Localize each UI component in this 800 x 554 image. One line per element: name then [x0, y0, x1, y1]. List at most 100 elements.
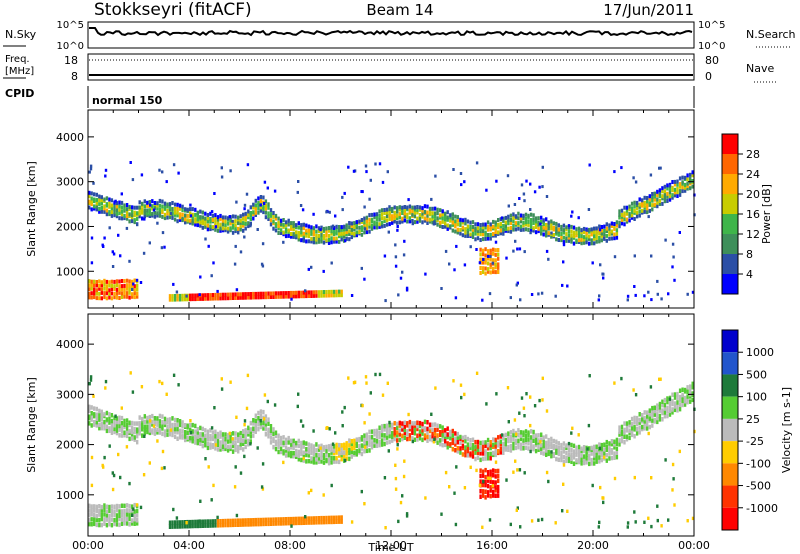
velocity-cell	[176, 422, 179, 428]
velocity-cell	[120, 428, 124, 434]
velocity-cell	[613, 381, 616, 385]
velocity-cell	[297, 520, 300, 526]
power-cell	[527, 223, 530, 228]
power-cell	[499, 228, 502, 233]
power-cell	[136, 205, 139, 210]
velocity-cell	[90, 414, 93, 419]
power-cell	[327, 289, 331, 294]
power-cell	[184, 217, 187, 222]
velocity-cell	[398, 428, 401, 433]
power-cell	[115, 283, 119, 287]
velocity-cell	[325, 452, 328, 458]
velocity-cell	[365, 448, 369, 454]
velocity-cell	[260, 485, 264, 489]
power-cell	[426, 217, 429, 222]
velocity-cell	[231, 449, 235, 454]
velocity-cell	[161, 414, 164, 419]
velocity-cell	[571, 426, 574, 430]
power-cell	[100, 283, 103, 288]
velocity-cell	[471, 437, 475, 442]
power-cell	[519, 219, 523, 224]
velocity-cell	[663, 397, 667, 403]
velocity-cell	[545, 434, 548, 439]
velocity-cell	[113, 418, 116, 424]
power-cell	[231, 214, 235, 219]
power-cell	[98, 209, 101, 214]
power-cell	[676, 194, 679, 198]
power-cell	[577, 226, 581, 231]
velocity-cell	[252, 433, 255, 438]
power-cell	[355, 220, 358, 225]
power-cell	[90, 283, 93, 288]
power-cell	[95, 288, 98, 293]
power-cell	[479, 271, 482, 275]
velocity-cell	[561, 509, 564, 513]
power-cell	[105, 202, 109, 207]
velocity-cell	[247, 425, 250, 431]
power-cell	[512, 219, 515, 224]
power-cell	[345, 223, 348, 228]
velocity-cell	[173, 520, 177, 525]
power-cell	[209, 224, 212, 229]
power-cell	[338, 225, 341, 229]
velocity-cell	[295, 443, 298, 448]
velocity-cell	[378, 439, 381, 445]
velocity-cell	[98, 509, 101, 514]
velocity-cell	[413, 423, 417, 428]
power-cell	[416, 205, 419, 209]
power-cell	[630, 201, 634, 206]
power-cell	[98, 198, 101, 203]
power-cell	[399, 276, 403, 280]
velocity-cell	[352, 381, 356, 385]
velocity-cell	[194, 423, 197, 429]
power-cell	[396, 220, 399, 225]
velocity-cell	[575, 445, 578, 450]
power-cell	[469, 227, 472, 232]
power-cell	[595, 239, 598, 244]
velocity-cell	[545, 444, 548, 449]
velocity-cell	[242, 429, 245, 434]
velocity-cell	[527, 441, 530, 446]
power-cell	[340, 237, 343, 242]
velocity-cell	[219, 444, 222, 450]
power-cell	[504, 223, 507, 228]
power-cell	[172, 282, 175, 286]
velocity-cell	[312, 429, 315, 433]
power-cell	[113, 291, 116, 296]
velocity-cell	[130, 420, 134, 426]
power-cell	[393, 214, 396, 219]
velocity-cell	[152, 424, 156, 428]
power-cell	[497, 248, 500, 252]
power-cell	[460, 183, 463, 187]
power-cell	[550, 226, 553, 231]
power-cell	[312, 240, 316, 245]
velocity-cell	[206, 436, 210, 442]
power-cell	[143, 204, 146, 209]
power-cell	[307, 267, 310, 271]
velocity-cell	[338, 446, 341, 452]
power-cell	[98, 296, 101, 301]
power-cell	[332, 236, 336, 241]
velocity-cell	[489, 451, 492, 457]
power-cell	[108, 288, 111, 293]
power-cell	[110, 210, 114, 215]
velocity-cell	[247, 442, 250, 447]
power-cell	[292, 232, 295, 237]
power-cell	[146, 211, 149, 216]
power-cell	[595, 232, 598, 236]
power-cell	[305, 290, 308, 295]
power-cell	[403, 218, 406, 223]
velocity-cell	[123, 509, 126, 514]
power-cell	[110, 283, 114, 288]
velocity-cell	[302, 516, 305, 521]
velocity-cell	[300, 449, 303, 454]
velocity-cell	[517, 438, 520, 444]
power-cell	[380, 224, 384, 229]
velocity-cell	[209, 437, 212, 442]
power-cell	[456, 227, 459, 232]
power-cell	[459, 222, 462, 227]
power-cell	[191, 221, 194, 226]
velocity-cell	[673, 395, 677, 400]
velocity-cell	[466, 436, 470, 442]
velocity-cell	[603, 447, 606, 452]
